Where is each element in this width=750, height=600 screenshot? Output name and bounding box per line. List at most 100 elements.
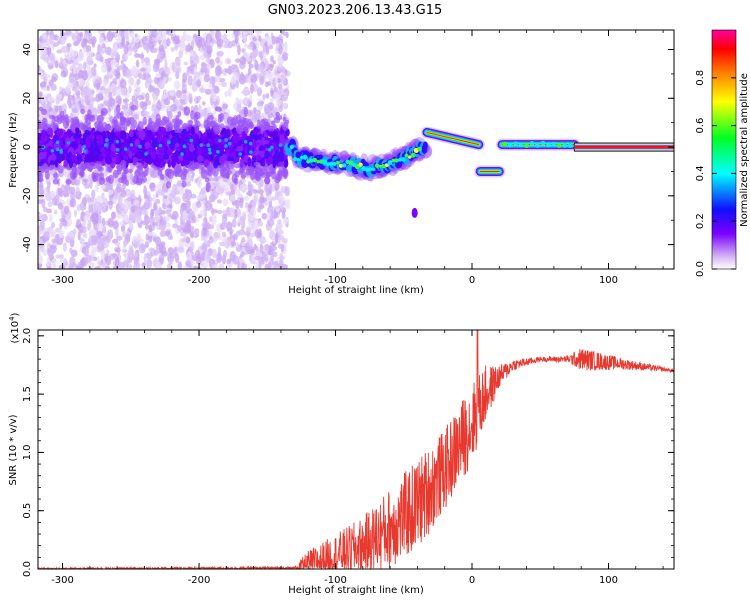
spectrogram-noise-cell bbox=[144, 213, 149, 222]
spectrogram-band-cell bbox=[259, 145, 265, 152]
spectrogram-band-cell bbox=[264, 176, 271, 185]
spectrogram-band-cell bbox=[137, 120, 144, 131]
spectrogram-band-cell bbox=[120, 159, 127, 169]
spectrogram-noise-cell bbox=[222, 103, 228, 110]
spectrogram-band-cell bbox=[174, 125, 180, 134]
spectrogram-noise-cell bbox=[270, 245, 278, 251]
spectrogram-noise-cell bbox=[255, 30, 262, 35]
colorbar-tick-label: 0.8 bbox=[695, 70, 706, 86]
spectrogram-noise-cell bbox=[176, 180, 182, 187]
spectrogram-noise-cell bbox=[77, 223, 84, 234]
spectrogram-noise-cell bbox=[48, 64, 55, 69]
spectrogram-noise-cell bbox=[54, 60, 59, 69]
snr-scale-base: (x10 bbox=[10, 321, 21, 344]
spectrogram-noise-cell bbox=[143, 201, 151, 210]
spectrogram-noise-cell bbox=[209, 236, 214, 244]
spectrogram-noise-cell bbox=[112, 265, 119, 269]
spectrogram-noise-cell bbox=[137, 94, 144, 101]
spectrogram-trace-hot bbox=[394, 158, 399, 163]
spectrogram-noise-cell bbox=[246, 57, 252, 62]
spectrogram-noise-cell bbox=[57, 202, 64, 210]
spectrogram-noise-cell bbox=[217, 264, 224, 269]
spectrogram-plateau-dot bbox=[529, 141, 535, 146]
spectrogram-noise-cell bbox=[107, 237, 111, 244]
spectrogram-xlabel: Height of straight line (km) bbox=[288, 285, 424, 296]
spectrogram-noise-cell bbox=[265, 60, 270, 70]
spectrogram-trace-hot bbox=[368, 167, 373, 172]
spectrogram-noise-cell bbox=[50, 229, 57, 238]
spectrogram-noise-cell bbox=[225, 221, 233, 232]
spectrogram-noise-cell bbox=[222, 198, 229, 207]
spectrogram-noise-cell bbox=[262, 93, 266, 101]
spectrogram-noise-cell bbox=[102, 197, 108, 208]
spectrogram-band-cell bbox=[193, 162, 199, 168]
spectrogram-noise-cell bbox=[213, 85, 219, 94]
spectrogram-noise-cell bbox=[112, 86, 117, 97]
snr-ytick-label: 0.5 bbox=[22, 503, 33, 519]
spectrogram-trace-hot bbox=[372, 167, 376, 172]
spectrogram-noise-cell bbox=[48, 59, 55, 67]
spectrogram-noise-cell bbox=[104, 46, 112, 56]
spectrogram-noise-cell bbox=[193, 228, 200, 236]
spectrogram-band-cell bbox=[249, 166, 255, 172]
spectrogram-noise-cell bbox=[253, 44, 257, 51]
spectrogram-noise-cell bbox=[66, 232, 74, 238]
spectrogram-noise-cell bbox=[271, 260, 279, 266]
spectrogram-noise-cell bbox=[82, 38, 87, 44]
spectrogram-noise-cell bbox=[94, 184, 99, 193]
spectrogram-noise-cell bbox=[86, 197, 94, 203]
spectrogram-noise-cell bbox=[128, 30, 134, 34]
spectrogram-band-cell bbox=[252, 140, 257, 149]
spectrogram-band-cell bbox=[253, 161, 260, 167]
spectrogram-noise-cell bbox=[77, 55, 82, 63]
spectrogram-noise-cell bbox=[52, 42, 59, 48]
spectrogram-noise-cell bbox=[46, 208, 52, 214]
snr-series-line bbox=[38, 330, 674, 569]
spectrogram-ytick-label: 20 bbox=[22, 92, 33, 105]
spectrogram-noise-cell bbox=[243, 195, 250, 202]
spectrogram-speckle bbox=[227, 141, 232, 146]
spectrogram-noise-cell bbox=[138, 243, 146, 254]
spectrogram-noise-cell bbox=[231, 168, 236, 176]
spectrogram-noise-cell bbox=[283, 78, 288, 86]
spectrogram-noise-cell bbox=[154, 249, 158, 256]
spectrogram-band-cell bbox=[272, 135, 280, 143]
spectrogram-band-cell bbox=[167, 159, 172, 168]
spectrogram-noise-cell bbox=[157, 189, 164, 196]
snr-scale-label: (x104) bbox=[8, 312, 21, 343]
spectrogram-band-cell bbox=[207, 114, 214, 121]
spectrogram-noise-cell bbox=[91, 212, 99, 218]
spectrogram-noise-cell bbox=[188, 66, 193, 71]
spectrogram-noise-cell bbox=[179, 92, 187, 101]
spectrogram-noise-cell bbox=[259, 194, 265, 204]
spectrogram-noise-cell bbox=[63, 183, 71, 192]
spectrogram-band-cell bbox=[203, 119, 210, 128]
spectrogram-noise-cell bbox=[213, 231, 221, 239]
spectrogram-tail-core bbox=[574, 145, 674, 149]
spectrogram-noise-cell bbox=[49, 254, 54, 261]
spectrogram-noise-cell bbox=[187, 75, 193, 87]
spectrogram-band-cell bbox=[85, 117, 92, 126]
spectrogram-noise-cell bbox=[230, 64, 237, 70]
spectrogram-noise-cell bbox=[199, 87, 206, 93]
snr-xtick-label: -300 bbox=[51, 575, 74, 586]
spectrogram-speckle bbox=[55, 140, 60, 145]
spectrogram-noise-cell bbox=[114, 178, 119, 184]
spectrogram-band-cell bbox=[263, 139, 270, 145]
spectrogram-noise-cell bbox=[284, 199, 291, 204]
spectrogram-noise-cell bbox=[194, 34, 202, 45]
spectrogram-band-cell bbox=[261, 160, 266, 167]
spectrogram-noise-cell bbox=[52, 257, 57, 267]
spectrogram-plateau-dot bbox=[502, 141, 508, 147]
spectrogram-noise-cell bbox=[73, 85, 79, 93]
spectrogram-band-cell bbox=[125, 179, 130, 187]
spectrogram-band-cell bbox=[65, 118, 70, 126]
spectrogram-noise-cell bbox=[70, 192, 76, 201]
spectrogram-noise-cell bbox=[133, 45, 138, 53]
spectrogram-speckle bbox=[115, 147, 120, 152]
spectrogram-band-cell bbox=[105, 148, 111, 159]
spectrogram-noise-cell bbox=[196, 95, 202, 100]
spectrogram-trace-hot bbox=[400, 157, 406, 162]
spectrogram-trace-hot bbox=[312, 157, 317, 163]
spectrogram-noise-cell bbox=[238, 192, 243, 198]
